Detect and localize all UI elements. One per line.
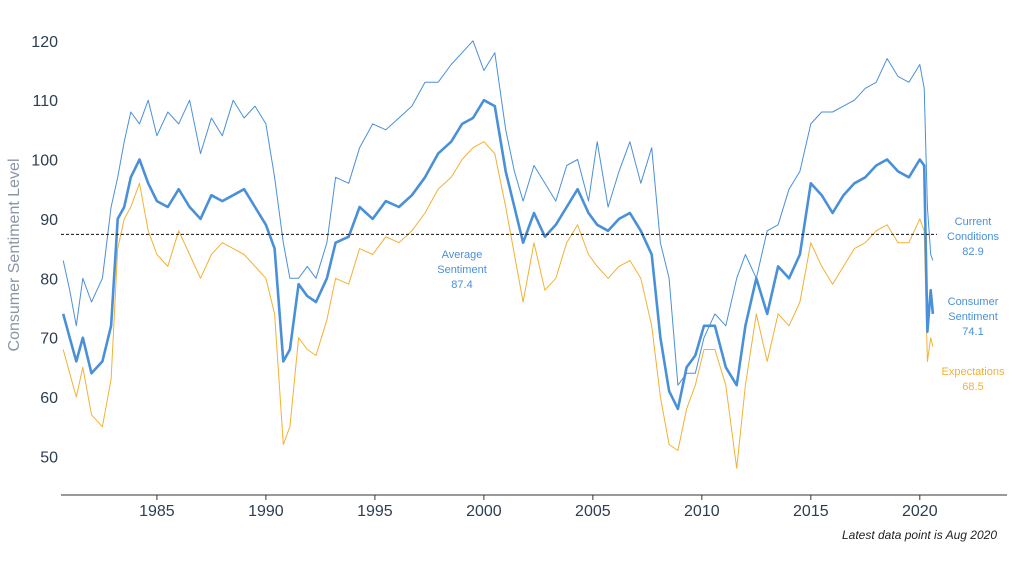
end-label-line: 82.9 (962, 246, 983, 258)
y-tick-label: 120 (31, 34, 58, 51)
end-label-line: Consumer (948, 296, 999, 308)
x-tick-label: 2000 (466, 503, 502, 520)
x-tick-label: 1995 (357, 503, 393, 520)
x-axis-ticks: 1985 1990 1995 2000 2005 2010 2015 2020 (139, 495, 938, 520)
x-tick-label: 2015 (793, 503, 829, 520)
y-axis-ticks: 50 60 70 80 90 100 110 120 (31, 34, 58, 467)
end-label-line: 74.1 (962, 326, 983, 338)
x-tick-label: 2020 (902, 503, 938, 520)
latest-data-note: Latest data point is Aug 2020 (842, 528, 997, 542)
series-line-sentiment (61, 98, 935, 411)
y-tick-label: 60 (40, 390, 58, 407)
y-tick-label: 110 (32, 93, 58, 110)
average-label-line: 87.4 (451, 279, 472, 291)
average-label-line: Average (442, 249, 483, 261)
end-label-current: Current Conditions 82.9 (947, 216, 999, 258)
x-tick-label: 1985 (139, 503, 175, 520)
series-line-expectations (62, 141, 934, 469)
end-label-sentiment: Consumer Sentiment 74.1 (948, 296, 999, 338)
end-label-line: Current (955, 216, 992, 228)
average-label-line: Sentiment (437, 264, 487, 276)
end-label-line: 68.5 (962, 381, 983, 393)
y-tick-label: 70 (40, 331, 58, 348)
y-axis-label: Consumer Sentiment Level (6, 159, 23, 352)
y-tick-label: 50 (40, 449, 58, 466)
end-label-expectations: Expectations 68.5 (942, 366, 1005, 393)
y-tick-label: 100 (31, 153, 58, 170)
x-tick-label: 2010 (684, 503, 720, 520)
end-label-line: Conditions (947, 231, 999, 243)
average-sentiment-label: Average Sentiment 87.4 (437, 249, 487, 291)
end-label-line: Expectations (942, 366, 1005, 378)
end-label-line: Sentiment (948, 311, 998, 323)
series-line-current (62, 40, 934, 386)
x-tick-label: 2005 (575, 503, 611, 520)
series-end-labels: Current Conditions 82.9 Consumer Sentiment 74… (942, 216, 1005, 393)
y-tick-label: 90 (40, 212, 58, 229)
y-tick-label: 80 (40, 271, 58, 288)
x-tick-label: 1990 (248, 503, 284, 520)
series-layer (61, 40, 935, 469)
